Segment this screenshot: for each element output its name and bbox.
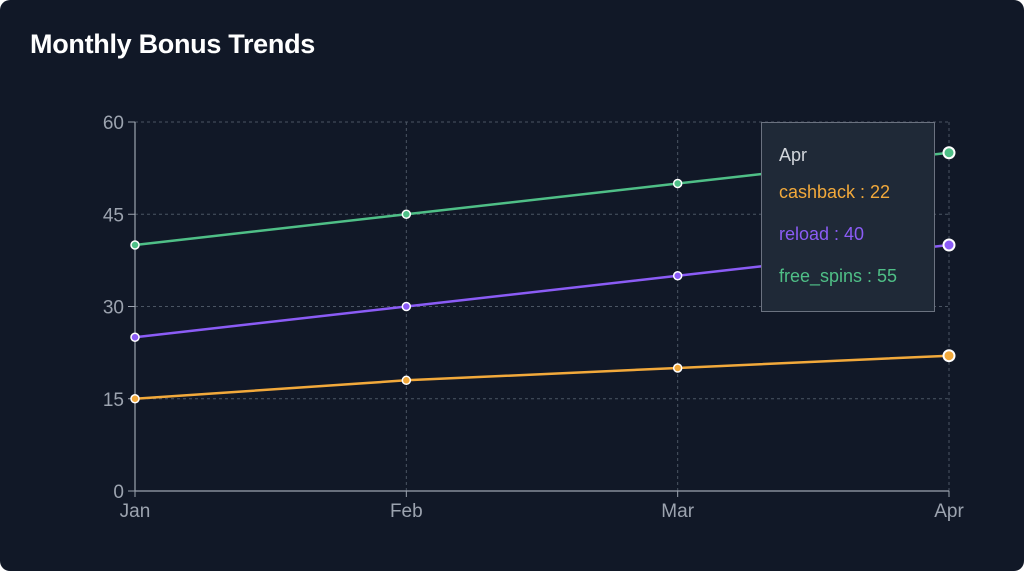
tooltip-row-reload: reload : 40 bbox=[779, 224, 865, 244]
data-point-free_spins bbox=[130, 240, 140, 250]
data-point-free_spins bbox=[672, 178, 683, 189]
data-point-free_spins bbox=[942, 146, 956, 160]
tooltip-row-free-spins: free_spins : 55 bbox=[779, 266, 898, 286]
x-tick-label: Jan bbox=[120, 501, 151, 522]
data-point-free_spins bbox=[401, 209, 412, 219]
y-axis-ticks: 0 15 30 45 60 bbox=[103, 113, 135, 503]
data-point-reload bbox=[130, 332, 140, 342]
x-tick-label: Apr bbox=[934, 501, 964, 522]
data-point-cashback bbox=[130, 394, 140, 404]
chart-tooltip: Apr cashback : 22 reload : 40 free_spins… bbox=[761, 122, 935, 312]
y-tick-label: 15 bbox=[103, 390, 124, 411]
data-point-reload bbox=[942, 238, 956, 252]
series-points bbox=[130, 146, 956, 404]
x-axis-ticks: Jan Feb Mar Apr bbox=[120, 491, 964, 522]
y-tick-label: 45 bbox=[103, 205, 124, 226]
y-tick-label: 0 bbox=[113, 482, 124, 503]
data-point-cashback bbox=[401, 375, 412, 386]
x-tick-label: Mar bbox=[661, 501, 694, 522]
tooltip-label: Apr bbox=[779, 145, 808, 165]
x-tick-label: Feb bbox=[390, 501, 423, 522]
data-point-cashback bbox=[672, 363, 683, 373]
tooltip-row-cashback: cashback : 22 bbox=[779, 182, 891, 202]
data-point-reload bbox=[401, 301, 412, 312]
y-tick-label: 30 bbox=[103, 298, 124, 319]
data-point-cashback bbox=[942, 349, 956, 363]
series-line-cashback bbox=[134, 354, 950, 400]
y-tick-label: 60 bbox=[103, 113, 124, 134]
data-point-reload bbox=[672, 271, 683, 281]
chart-title: Monthly Bonus Trends bbox=[30, 29, 316, 59]
